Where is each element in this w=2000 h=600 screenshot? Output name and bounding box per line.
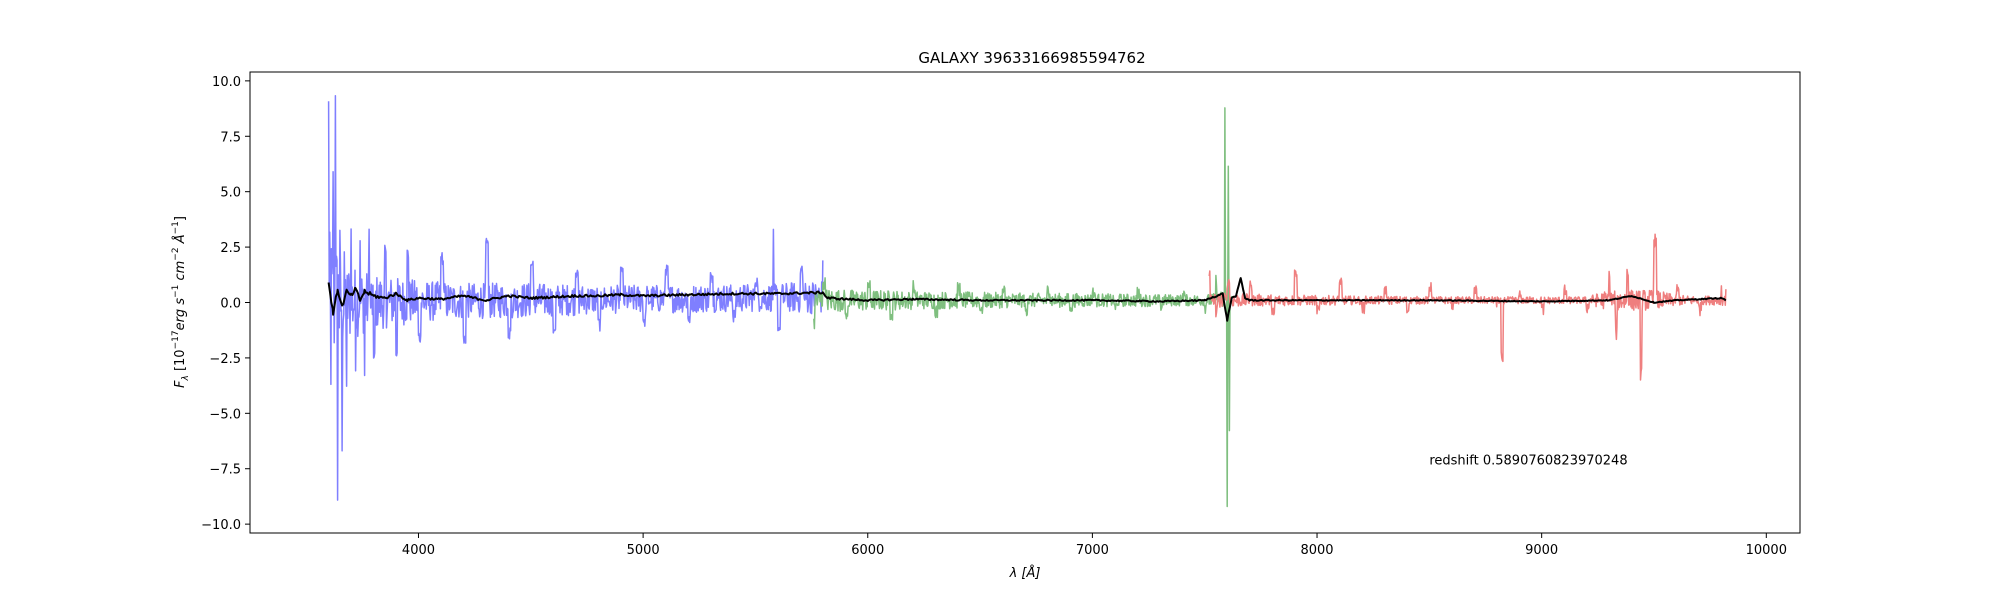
y-tick-label: 0.0 (220, 297, 241, 312)
y-tick-label: −10.0 (201, 518, 241, 533)
y-axis-label: Fλ [10−17erg s−1 cm−2 Å−1] (171, 216, 191, 388)
x-tick-label: 7000 (1076, 543, 1109, 558)
x-tick-label: 8000 (1300, 543, 1333, 558)
y-tick-label: 2.5 (220, 241, 241, 256)
y-tick-label: −2.5 (209, 352, 241, 367)
x-tick-label: 9000 (1525, 543, 1558, 558)
y-tick-label: 7.5 (220, 130, 241, 145)
series-line-model (327, 277, 1727, 322)
y-tick-label: 10.0 (212, 75, 241, 90)
series-line-z (1208, 233, 1727, 381)
y-axis: 10.0 7.5 5.0 2.5 0.0 −2.5 −5.0 −7.5 −10.0 (201, 75, 250, 533)
chart-title: GALAXY 39633166985594762 (918, 49, 1145, 67)
y-tick-label: −7.5 (209, 463, 241, 478)
x-axis: 4000 5000 6000 7000 8000 9000 10000 (402, 533, 1787, 558)
y-tick-label: 5.0 (220, 186, 241, 201)
y-tick-label: −5.0 (209, 407, 241, 422)
series-layer (327, 95, 1727, 508)
series-line-r_lo (813, 107, 1233, 508)
x-tick-label: 4000 (402, 543, 435, 558)
x-tick-label: 5000 (627, 543, 660, 558)
redshift-annotation: redshift 0.5890760823970248 (1429, 453, 1627, 468)
x-tick-label: 10000 (1746, 543, 1787, 558)
x-tick-label: 6000 (851, 543, 884, 558)
x-axis-label: λ [Å] (1009, 565, 1041, 581)
